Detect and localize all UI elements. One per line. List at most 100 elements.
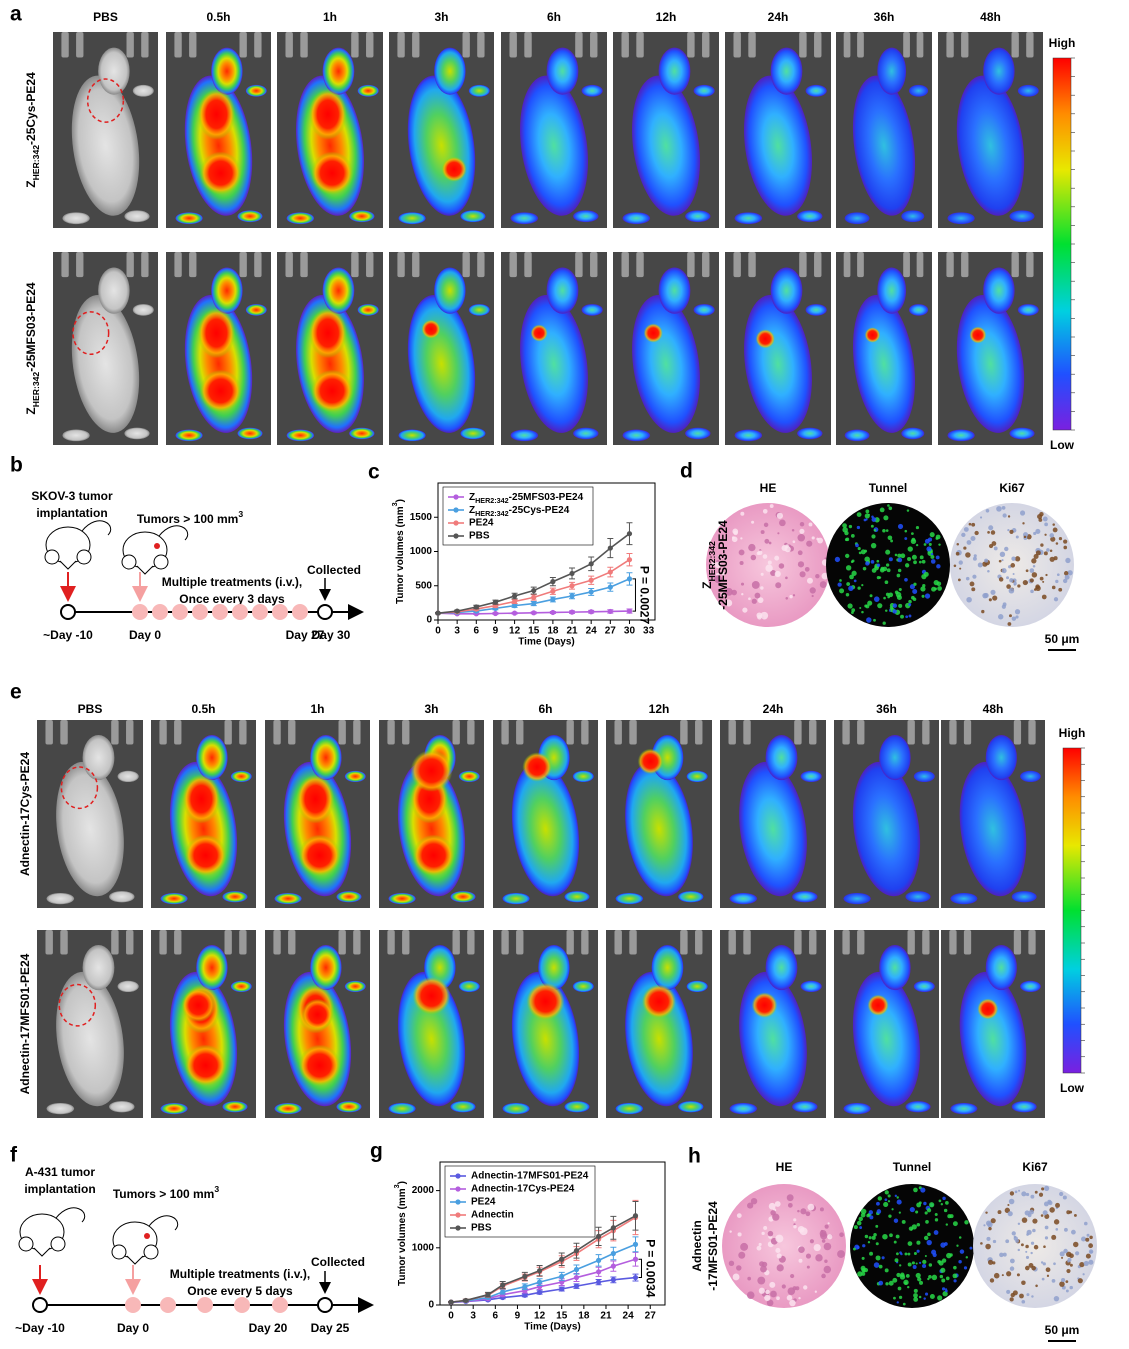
cell bbox=[1085, 1253, 1091, 1259]
cage-bar bbox=[254, 32, 262, 58]
cell bbox=[837, 1250, 845, 1258]
cage-bar bbox=[516, 930, 524, 955]
cell bbox=[991, 541, 997, 546]
cage-bar bbox=[733, 252, 741, 278]
colorbar bbox=[1052, 57, 1072, 431]
cell bbox=[1063, 545, 1068, 550]
cell bbox=[1041, 594, 1047, 600]
colorbar-low-label: Low bbox=[1050, 438, 1075, 452]
cell bbox=[837, 582, 842, 587]
mouse-paw bbox=[1017, 304, 1039, 316]
cell bbox=[904, 1252, 908, 1256]
cell bbox=[1009, 1258, 1015, 1264]
cell bbox=[930, 559, 936, 564]
tumor-signal bbox=[642, 984, 676, 1019]
cell bbox=[893, 1218, 899, 1223]
cell bbox=[1043, 1245, 1046, 1248]
cell bbox=[1056, 573, 1060, 577]
text-part: 3 bbox=[390, 502, 399, 506]
cell bbox=[963, 527, 969, 532]
mouse-paw bbox=[175, 429, 203, 442]
text-part: Z bbox=[469, 505, 475, 516]
mouse-paw bbox=[109, 891, 135, 903]
mouse-paw bbox=[117, 770, 139, 783]
cell bbox=[1051, 1234, 1057, 1240]
cell bbox=[1034, 1190, 1038, 1194]
cell bbox=[965, 552, 971, 558]
cell bbox=[1025, 569, 1029, 573]
cell bbox=[886, 568, 891, 573]
cage-bar bbox=[351, 32, 359, 58]
cell bbox=[915, 543, 919, 547]
cell bbox=[760, 572, 764, 576]
cage-bar bbox=[366, 32, 374, 58]
cage-bar bbox=[581, 930, 589, 955]
imaging-photo bbox=[834, 720, 939, 908]
mouse-body bbox=[744, 75, 812, 216]
cage-bar bbox=[174, 930, 182, 955]
cell bbox=[887, 1200, 891, 1203]
cage-bar bbox=[45, 930, 53, 955]
legend-entry: ZHER2:342-25MFS03-PE24 bbox=[469, 492, 584, 506]
cell bbox=[793, 1225, 797, 1229]
cage-bar bbox=[946, 32, 954, 58]
mouse-head bbox=[877, 47, 907, 95]
cell bbox=[885, 563, 890, 567]
cell bbox=[919, 1280, 924, 1285]
cell bbox=[742, 607, 748, 613]
cell bbox=[862, 1244, 866, 1248]
cell bbox=[741, 593, 744, 596]
data-point bbox=[607, 545, 613, 551]
cell bbox=[867, 1241, 871, 1244]
cell bbox=[860, 1208, 867, 1215]
cell bbox=[799, 521, 805, 527]
cell bbox=[888, 1280, 894, 1286]
cell bbox=[1013, 1236, 1018, 1241]
imaging-photo bbox=[53, 252, 158, 445]
cell bbox=[799, 1227, 808, 1236]
tumor-signal bbox=[181, 988, 216, 1022]
cell bbox=[1010, 563, 1016, 568]
cage-bar bbox=[814, 252, 822, 278]
cell bbox=[799, 528, 805, 534]
cell bbox=[913, 1251, 917, 1255]
treatment-dose bbox=[160, 1297, 176, 1313]
cell bbox=[746, 1291, 755, 1299]
cell bbox=[873, 596, 880, 602]
cell bbox=[860, 549, 866, 555]
cell bbox=[913, 1288, 918, 1293]
cell bbox=[732, 1273, 740, 1281]
cell bbox=[958, 1260, 962, 1264]
cell bbox=[985, 1211, 988, 1214]
text-part: HER2:342 bbox=[475, 496, 509, 505]
mouse-paw bbox=[908, 304, 929, 316]
mouse-paw bbox=[175, 212, 203, 225]
mouse-paw bbox=[160, 1102, 188, 1115]
cell bbox=[928, 1263, 933, 1267]
cell bbox=[904, 577, 908, 582]
cell bbox=[937, 586, 942, 591]
cell bbox=[884, 1268, 889, 1273]
cell bbox=[984, 558, 989, 563]
colorbar-high-label: High bbox=[1059, 726, 1086, 740]
cage-bar bbox=[254, 252, 262, 278]
data-point bbox=[573, 1283, 580, 1289]
treatment-dose bbox=[212, 604, 228, 620]
cage-bar bbox=[695, 930, 703, 955]
day-label: Day 27 bbox=[286, 628, 325, 642]
cell bbox=[777, 532, 780, 535]
treatment-dose bbox=[132, 604, 148, 620]
signal-hotspot bbox=[184, 1044, 227, 1087]
cage-bar bbox=[1013, 720, 1022, 745]
cell bbox=[935, 555, 940, 560]
cage-bar bbox=[614, 720, 622, 745]
cell bbox=[889, 606, 894, 610]
cell bbox=[913, 1187, 918, 1193]
mouse-paw bbox=[905, 1101, 931, 1113]
cage-bar bbox=[300, 252, 308, 278]
cell bbox=[864, 604, 868, 608]
cell bbox=[1021, 1299, 1026, 1304]
column-header: 1h bbox=[323, 10, 337, 24]
mouse-paw bbox=[622, 429, 651, 442]
cell bbox=[819, 1207, 824, 1212]
